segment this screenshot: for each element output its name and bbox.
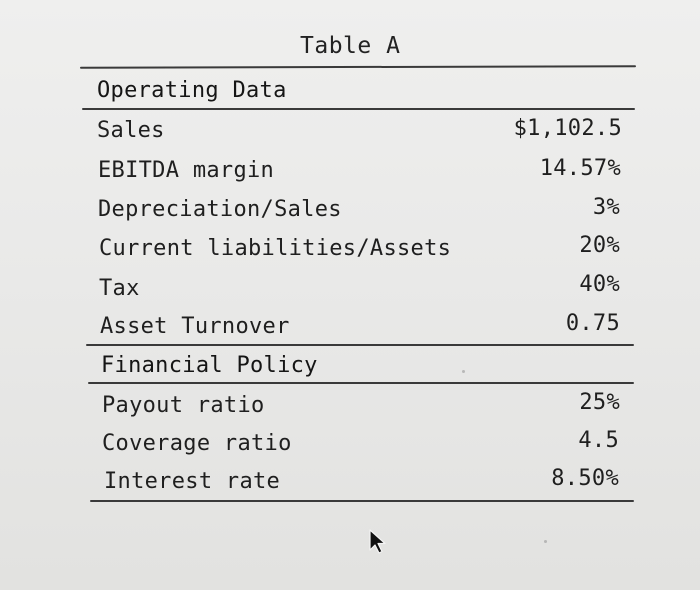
row-label-coverage-ratio: Coverage ratio xyxy=(102,431,292,456)
row-label-sales: Sales xyxy=(97,118,165,143)
row-label-payout-ratio: Payout ratio xyxy=(102,393,265,418)
paper-speck xyxy=(544,540,547,543)
row-value-sales: $1,102.5 xyxy=(513,116,622,141)
row-value-ebitda-margin: 14.57% xyxy=(539,156,621,181)
arrow-cursor-icon xyxy=(369,529,386,554)
row-label-ebitda-margin: EBITDA margin xyxy=(98,158,275,183)
row-label-asset-turnover: Asset Turnover xyxy=(100,314,290,339)
rule-top xyxy=(79,65,637,69)
rule-bottom xyxy=(90,500,634,502)
rule-under-financial-heading xyxy=(88,382,634,384)
row-value-coverage-ratio: 4.5 xyxy=(578,428,619,453)
row-label-interest-rate: Interest rate xyxy=(104,469,281,494)
section-heading-financial-policy: Financial Policy xyxy=(101,353,318,378)
row-label-depreciation-sales: Depreciation/Sales xyxy=(98,197,342,222)
row-value-tax: 40% xyxy=(579,272,620,297)
row-value-asset-turnover: 0.75 xyxy=(565,311,620,336)
row-value-current-liabilities-assets: 20% xyxy=(579,233,620,258)
row-value-interest-rate: 8.50% xyxy=(551,466,619,491)
table-title: Table A xyxy=(300,33,401,59)
section-heading-operating-data: Operating Data xyxy=(97,78,287,103)
rule-above-financial-heading xyxy=(86,344,634,346)
row-value-payout-ratio: 25% xyxy=(579,390,620,415)
paper-speck xyxy=(462,370,465,373)
row-label-current-liabilities-assets: Current liabilities/Assets xyxy=(99,236,452,261)
row-value-depreciation-sales: 3% xyxy=(592,195,620,220)
row-label-tax: Tax xyxy=(99,276,140,301)
rule-under-operating-heading xyxy=(82,108,635,110)
